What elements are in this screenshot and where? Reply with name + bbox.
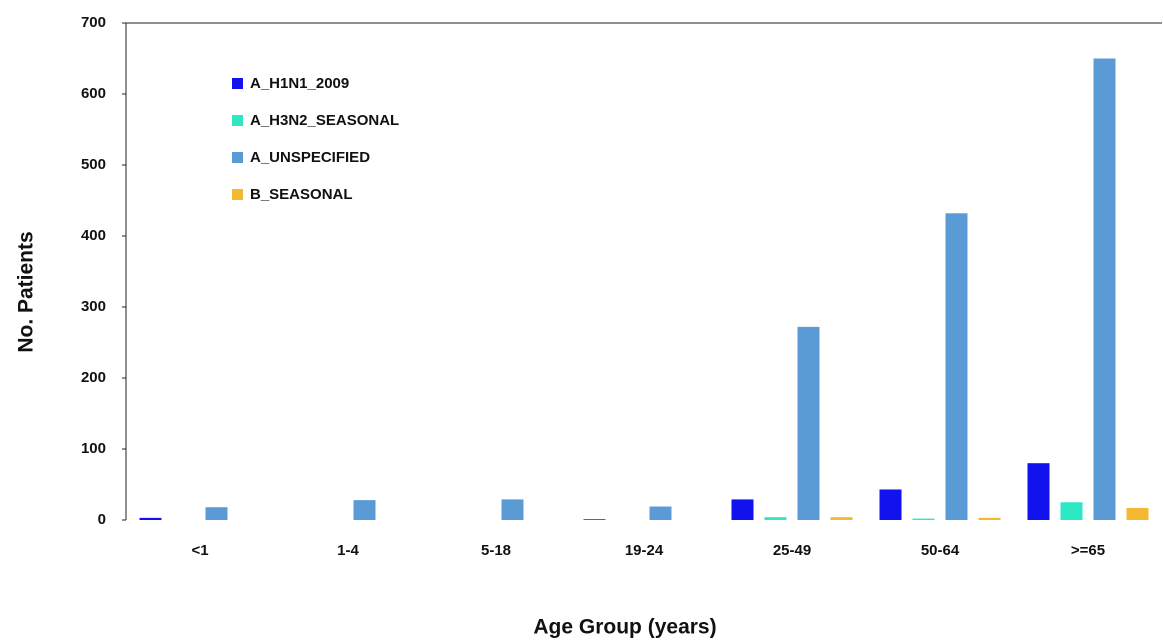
bar	[912, 518, 935, 520]
x-tick-label: 1-4	[337, 542, 359, 559]
bar	[501, 499, 524, 520]
bar	[1027, 463, 1050, 520]
x-tick-label: 25-49	[773, 542, 811, 559]
bar	[1126, 507, 1149, 520]
legend-swatch	[232, 189, 243, 200]
bar	[731, 499, 754, 520]
bar	[1060, 502, 1083, 520]
y-tick-label: 600	[81, 85, 106, 102]
bar	[205, 507, 228, 520]
y-tick-label: 500	[81, 156, 106, 173]
legend-label: B_SEASONAL	[250, 186, 353, 203]
bar	[830, 517, 853, 520]
legend-swatch	[232, 78, 243, 89]
bar	[353, 500, 376, 520]
y-tick-label: 200	[81, 369, 106, 386]
y-tick-label: 400	[81, 227, 106, 244]
bar	[139, 517, 162, 520]
bar	[1093, 58, 1116, 520]
bar	[583, 519, 606, 520]
legend-label: A_H3N2_SEASONAL	[250, 112, 399, 129]
bar	[945, 213, 968, 520]
bar	[764, 517, 787, 520]
bar	[649, 506, 672, 520]
legend-swatch	[232, 152, 243, 163]
legend-label: A_H1N1_2009	[250, 75, 349, 92]
y-axis-title: No. Patients	[15, 231, 38, 352]
legend-swatch	[232, 115, 243, 126]
x-axis-title: Age Group (years)	[533, 616, 716, 639]
bar	[978, 517, 1001, 520]
y-tick-label: 700	[81, 14, 106, 31]
y-tick-label: 100	[81, 440, 106, 457]
bar	[879, 489, 902, 520]
legend-label: A_UNSPECIFIED	[250, 149, 370, 166]
y-tick-label: 0	[98, 511, 106, 528]
x-tick-label: >=65	[1071, 542, 1105, 559]
y-tick-label: 300	[81, 298, 106, 315]
x-tick-label: 5-18	[481, 542, 511, 559]
x-tick-label: <1	[191, 542, 208, 559]
x-tick-label: 19-24	[625, 542, 664, 559]
bar	[797, 326, 820, 520]
x-tick-label: 50-64	[921, 542, 960, 559]
